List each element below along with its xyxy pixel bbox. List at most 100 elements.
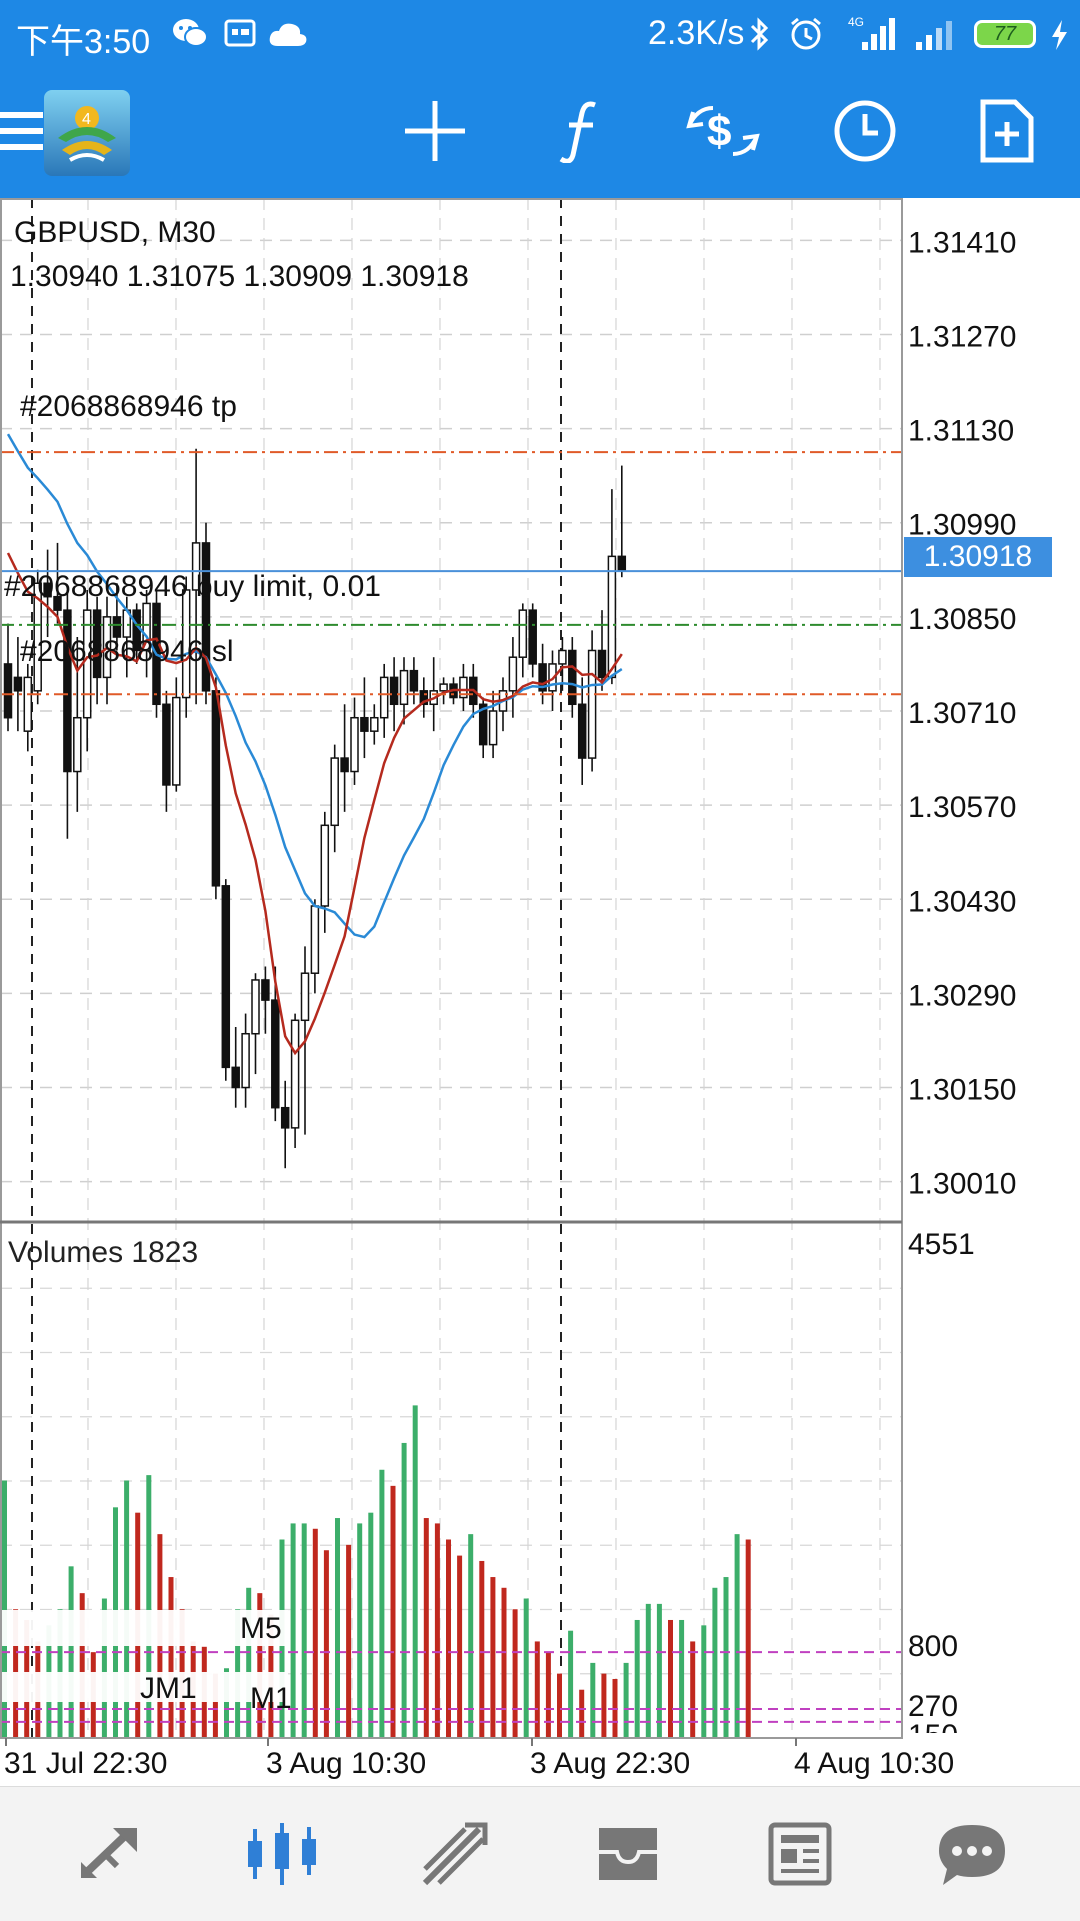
y-tick-label: 1.31130 <box>908 415 1014 448</box>
candle-body <box>488 710 498 746</box>
candle-body <box>558 649 567 665</box>
x-tick-label: 3 Aug 22:30 <box>530 1747 690 1780</box>
volume-bar <box>623 1662 629 1738</box>
net-speed: 2.3K/s <box>648 14 745 52</box>
metatrader-logo[interactable]: 4 <box>44 90 130 176</box>
volume-bar <box>246 1587 252 1738</box>
indicators-icon[interactable] <box>535 86 625 176</box>
candle-body <box>597 649 607 679</box>
volume-bar <box>312 1528 318 1738</box>
candle-body <box>340 757 349 773</box>
candle-body <box>181 589 191 699</box>
candle-body <box>577 703 587 759</box>
bluetooth-icon <box>748 16 770 57</box>
crosshair-icon[interactable] <box>390 86 480 176</box>
volume-bar <box>357 1523 363 1738</box>
overlay-label-m5: M5 <box>240 1612 282 1645</box>
mailbox-icon[interactable] <box>578 1807 678 1901</box>
overlay-label-m1: M1 <box>250 1682 292 1715</box>
candle-body <box>13 676 23 692</box>
candle-body <box>92 609 102 679</box>
candle-body <box>211 690 221 887</box>
candle-body <box>587 649 597 759</box>
y-tick-label: 1.30430 <box>908 885 1016 918</box>
candle-body <box>23 676 33 732</box>
volume-bar <box>390 1485 396 1738</box>
candle-body <box>607 555 617 679</box>
y-tick-label: 1.31410 <box>908 226 1016 259</box>
chart-icon[interactable] <box>232 1807 332 1901</box>
candle-body <box>439 683 448 692</box>
candle-body <box>33 582 42 692</box>
volume-bar <box>79 1593 85 1738</box>
candle-body <box>43 582 52 598</box>
x-tick-label: 31 Jul 22:30 <box>4 1747 167 1780</box>
candle-body <box>459 676 468 699</box>
trade-nav-icon[interactable] <box>404 1807 504 1901</box>
period-icon[interactable] <box>820 86 910 176</box>
volume-bar <box>323 1550 329 1738</box>
charging-icon <box>1048 18 1070 57</box>
volume-bar <box>346 1544 352 1738</box>
candle-body <box>191 542 201 591</box>
volume-bar <box>512 1609 518 1738</box>
y-tick-label: 1.30570 <box>908 791 1016 824</box>
trade-icon[interactable]: $ <box>678 86 768 176</box>
volume-bar <box>479 1560 485 1738</box>
status-time: 下午3:50 <box>16 23 151 61</box>
volume-bar <box>690 1641 696 1738</box>
candle-body <box>63 609 72 773</box>
volume-bar <box>579 1689 585 1738</box>
y-tick-label: 1.30990 <box>908 509 1016 542</box>
price-chart[interactable]: 1.31410 1.31270 1.31130 1.30990 1.30850 1.307… <box>0 198 1080 1786</box>
volume-bar <box>734 1534 740 1738</box>
plot-frame <box>0 198 903 1739</box>
volume-bar <box>457 1555 463 1738</box>
candle-body <box>280 1106 290 1129</box>
buy-limit-order-label: #2068868946 buy limit, 0.01 <box>4 570 381 603</box>
candle-body <box>251 979 260 1035</box>
volume-bar <box>634 1619 640 1738</box>
candle-body <box>419 690 429 706</box>
x-tick-label: 3 Aug 10:30 <box>266 1747 426 1780</box>
quotes-icon[interactable] <box>58 1807 158 1901</box>
volume-bar <box>423 1518 429 1738</box>
toolbar: 4 $ <box>0 68 1080 198</box>
volume-bar <box>212 1673 218 1738</box>
svg-text:4: 4 <box>82 111 91 128</box>
volume-bar <box>468 1534 474 1738</box>
y-tick-label: 1.30010 <box>908 1168 1016 1201</box>
volume-bar <box>224 1668 229 1738</box>
volume-bar <box>257 1593 263 1738</box>
volume-bar <box>712 1587 718 1738</box>
volume-bar <box>534 1641 540 1738</box>
volume-bar <box>434 1523 440 1738</box>
volume-max-label: 4551 <box>908 1228 975 1261</box>
candle-body <box>73 716 82 773</box>
status-bar: 下午3:50 2.3K/s 4G 77 <box>0 0 1080 68</box>
news-icon[interactable] <box>750 1807 850 1901</box>
chat-icon[interactable] <box>922 1807 1022 1901</box>
volume-bar <box>290 1523 296 1738</box>
candle-body <box>162 703 171 786</box>
chart-area[interactable]: 1.31410 1.31270 1.31130 1.30990 1.30850 1.307… <box>0 198 1080 1786</box>
volume-bar <box>146 1475 152 1738</box>
y-tick-label: 1.31270 <box>908 320 1016 353</box>
y-tick-label: 1.30290 <box>908 979 1016 1012</box>
tp-order-label: #2068868946 tp <box>20 390 237 423</box>
volume-bar <box>701 1625 707 1738</box>
volumes-title: Volumes 1823 <box>8 1236 199 1269</box>
volume-bar <box>679 1619 685 1738</box>
alarm-icon <box>788 16 824 57</box>
new-order-icon[interactable] <box>962 86 1052 176</box>
volume-bar <box>590 1662 596 1738</box>
menu-icon[interactable] <box>0 86 64 176</box>
volume-bar <box>601 1673 607 1738</box>
candle-body <box>617 555 627 572</box>
candle-body <box>53 595 62 611</box>
candle-body <box>330 757 339 827</box>
wechat-icon <box>172 16 208 55</box>
volume-bar <box>168 1577 174 1738</box>
svg-text:4G: 4G <box>848 15 864 29</box>
volume-bar <box>490 1577 496 1738</box>
